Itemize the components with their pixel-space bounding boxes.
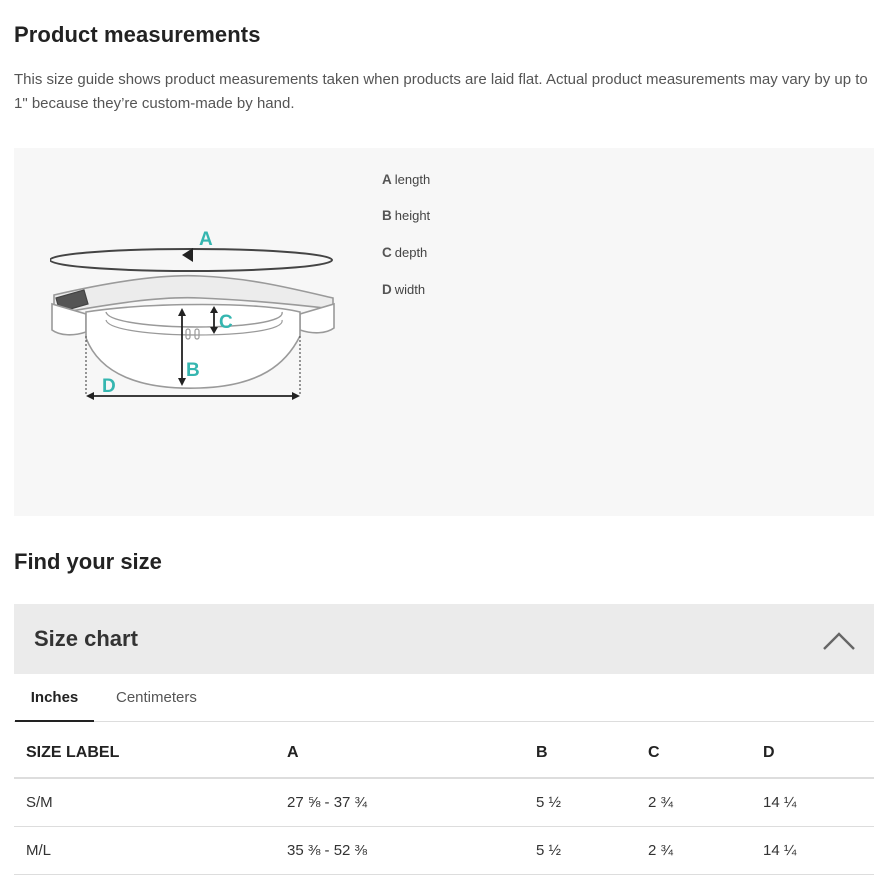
tab-inches[interactable]: Inches xyxy=(15,674,94,722)
table-cell: 14 ¼ xyxy=(751,778,874,827)
find-your-size-heading: Find your size xyxy=(14,549,162,574)
legend-letter: B xyxy=(382,208,392,223)
legend-label: height xyxy=(394,208,431,223)
column-header-d: D xyxy=(751,729,874,779)
size-chart-accordion-header[interactable]: Size chart xyxy=(14,604,874,674)
size-chart-title: Size chart xyxy=(34,626,138,651)
table-cell: 2 ¾ xyxy=(636,826,751,875)
table-row: M/L 35 ⅜ - 52 ⅜ 5 ½ 2 ¾ 14 ¼ xyxy=(14,826,874,875)
table-header-row: SIZE LABEL A B C D xyxy=(14,729,874,779)
product-measurements-heading: Product measurements xyxy=(14,22,261,47)
table-cell: 5 ½ xyxy=(524,826,636,875)
diagram-letter-a: A xyxy=(199,229,213,250)
legend-label: depth xyxy=(394,245,428,260)
legend-letter: C xyxy=(382,245,392,260)
chevron-up-icon[interactable] xyxy=(822,628,856,652)
column-header-c: C xyxy=(636,729,751,779)
column-header-b: B xyxy=(524,729,636,779)
legend-letter: A xyxy=(382,172,392,187)
size-guide-intro-text: This size guide shows product measuremen… xyxy=(14,71,868,112)
legend-letter: D xyxy=(382,282,392,297)
column-header-size-label: SIZE LABEL xyxy=(14,729,275,779)
length-loop xyxy=(50,248,333,272)
table-cell: M/L xyxy=(14,826,275,875)
table-cell: 27 ⅝ - 37 ¾ xyxy=(275,778,524,827)
legend-label: width xyxy=(394,282,426,297)
table-cell: S/M xyxy=(14,778,275,827)
diagram-letter-b: B xyxy=(186,360,200,381)
diagram-letter-d: D xyxy=(102,376,116,397)
tab-centimeters[interactable]: Centimeters xyxy=(116,689,197,706)
table-cell: 35 ⅜ - 52 ⅜ xyxy=(275,826,524,875)
table-cell: 5 ½ xyxy=(524,778,636,827)
table-row: S/M 27 ⅝ - 37 ¾ 5 ½ 2 ¾ 14 ¼ xyxy=(14,778,874,827)
table-cell: 14 ¼ xyxy=(751,826,874,875)
size-chart-table: SIZE LABEL A B C D S/M 27 ⅝ - 37 ¾ 5 ½ 2… xyxy=(14,729,874,875)
unit-tabs: Inches Centimeters xyxy=(14,674,874,722)
fanny-pack-diagram: A B C D xyxy=(50,229,335,400)
column-header-a: A xyxy=(275,729,524,779)
diagram-letter-c: C xyxy=(219,312,233,333)
legend-label: length xyxy=(394,172,431,187)
zipper-pulls-icon xyxy=(185,328,200,340)
table-cell: 2 ¾ xyxy=(636,778,751,827)
length-arrowhead xyxy=(182,248,193,262)
